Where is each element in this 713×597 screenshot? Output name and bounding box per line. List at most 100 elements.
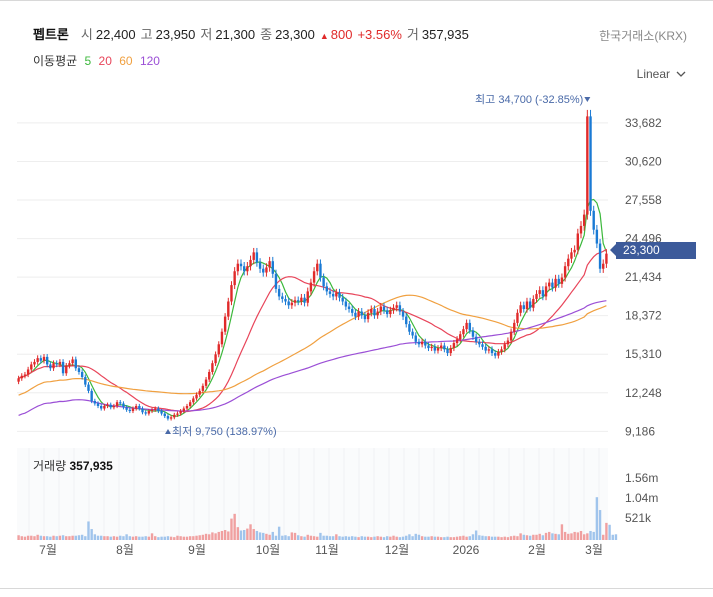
volume-bar: [465, 536, 468, 540]
volume-bar: [582, 534, 586, 540]
candle-body: [134, 406, 138, 409]
candle-body: [503, 344, 506, 350]
volume-bar: [125, 534, 128, 540]
candle-body: [516, 312, 519, 323]
volume-bar: [55, 536, 58, 540]
candle-body: [351, 309, 354, 313]
volume-bar: [185, 536, 189, 540]
time-axis-label: 11월: [315, 543, 339, 557]
volume-bar: [519, 533, 522, 540]
candle-body: [586, 116, 589, 215]
candle-body: [144, 412, 147, 414]
volume-bar: [20, 536, 23, 540]
volume-bar: [528, 535, 532, 540]
volume-bar: [42, 536, 46, 540]
candle-body: [309, 282, 313, 292]
volume-bar: [522, 534, 525, 540]
time-axis-label: 2월: [528, 543, 546, 557]
candle-body: [474, 336, 478, 342]
candle-body: [392, 307, 395, 311]
volume-bar: [312, 536, 316, 540]
candle-body: [252, 252, 255, 260]
ma-60-label[interactable]: 60: [119, 54, 133, 68]
volume-bar: [134, 536, 138, 540]
candle-body: [424, 341, 427, 346]
candle-body: [52, 363, 55, 369]
volume-bar: [452, 537, 456, 540]
volume-bar: [424, 536, 427, 540]
volume-bar: [338, 536, 341, 540]
volume-bar: [179, 536, 182, 540]
candle-body: [80, 372, 84, 378]
candle-body: [605, 253, 608, 264]
candle-body: [376, 311, 379, 316]
ma-5-label[interactable]: 5: [84, 54, 92, 68]
candle-body: [449, 348, 452, 354]
candle-body: [462, 329, 465, 335]
candle-body: [411, 331, 414, 336]
candle-body: [401, 311, 405, 317]
open-label: 시: [80, 27, 93, 42]
candle-body: [55, 363, 58, 365]
candle-body: [30, 364, 33, 370]
volume-bar: [277, 526, 281, 540]
candle-body: [84, 377, 87, 385]
candle-body: [163, 413, 166, 417]
volume-bar: [131, 536, 135, 540]
candle-body: [481, 344, 484, 347]
volume-bar: [414, 533, 417, 540]
volume-bar: [109, 536, 112, 540]
volume-bar: [249, 524, 252, 540]
volume-bar: [255, 530, 259, 540]
candle-body: [497, 351, 500, 356]
ma-20-label[interactable]: 20: [98, 54, 112, 68]
volume-bar: [58, 535, 62, 540]
candle-body: [262, 268, 265, 273]
candle-body: [223, 316, 227, 332]
volume-bar: [201, 534, 205, 540]
volume-bar: [230, 518, 233, 540]
volume-panel-value: 357,935: [69, 459, 113, 473]
candle-body: [316, 263, 319, 272]
volume-bar: [436, 536, 440, 540]
candle-body: [242, 266, 246, 272]
volume-bar: [605, 522, 608, 540]
volume-bar: [395, 536, 398, 540]
candle-body: [420, 341, 424, 345]
candle-body: [436, 348, 440, 351]
volume-tick-label: 521k: [625, 511, 652, 525]
high-annotation: 최고 34,700 (-32.85%): [475, 93, 583, 106]
candle-body: [208, 372, 211, 380]
candlesticks: [17, 109, 608, 421]
candle-body: [255, 252, 259, 263]
volume-bar: [509, 536, 513, 540]
scale-selector[interactable]: Linear: [637, 67, 686, 81]
volume-bar: [195, 535, 198, 540]
candle-body: [281, 296, 284, 299]
candle-body: [331, 293, 335, 297]
volume-bar: [166, 536, 170, 540]
volume-bar: [23, 536, 27, 540]
quote-header: 펩트론 시 22,400 고 23,950 저 21,300 종 23,300 ▲ 800…: [33, 24, 474, 43]
candle-body: [344, 301, 348, 307]
volume-bar: [376, 536, 379, 540]
candle-body: [354, 312, 357, 317]
volume-bar: [516, 536, 519, 540]
volume-bar: [573, 531, 576, 540]
volume-bar: [169, 536, 173, 540]
volume-bar: [319, 532, 322, 540]
volume-bar: [268, 534, 271, 540]
volume-bar: [439, 537, 443, 540]
candle-body: [239, 263, 243, 267]
volume-bar: [322, 535, 325, 540]
candle-body: [176, 413, 179, 415]
candle-body: [220, 331, 224, 345]
volume-bar: [506, 537, 510, 540]
volume-bar: [462, 535, 465, 540]
candle-body: [500, 349, 503, 352]
candle-body: [522, 305, 525, 310]
ma-120-label[interactable]: 120: [139, 54, 160, 68]
candle-body: [23, 374, 27, 376]
annotations: 최고 34,700 (-32.85%) 최저 9,750 (138.97%): [165, 93, 591, 438]
